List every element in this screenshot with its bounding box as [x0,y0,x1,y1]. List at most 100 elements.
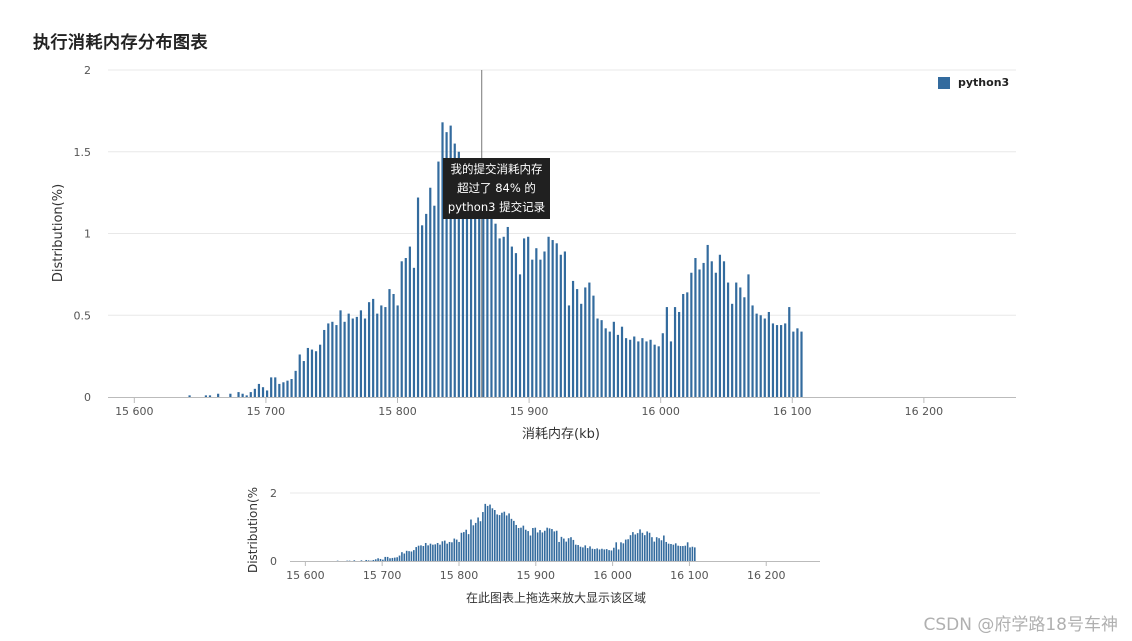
nav-bar [413,550,415,561]
nav-bar [477,517,479,561]
main-bar [682,293,685,397]
main-bar [702,262,705,397]
main-bar [673,307,677,397]
nav-bar [622,543,625,561]
nav-bar [610,550,613,561]
nav-bar [693,547,696,561]
main-bar [204,395,208,397]
nav-bar [427,545,429,561]
main-bar [751,305,754,397]
main-bar [551,240,554,397]
main-bar [784,323,787,397]
nav-bar [391,557,394,561]
main-bar [661,333,664,397]
nav-bar [453,538,456,561]
nav-bar [482,512,484,561]
nav-bar [598,549,601,561]
main-bar [763,318,766,397]
main-bar [780,325,783,397]
main-x-tick-label: 16 000 [641,405,680,418]
nav-bar [572,539,575,561]
nav-bar [346,560,348,562]
nav-bar [615,542,618,561]
main-bar [624,338,628,397]
nav-bar [455,539,458,561]
main-bar [767,311,770,397]
main-bar [314,351,318,397]
nav-bar [651,537,653,561]
main-bar [506,226,509,397]
nav-bar [689,547,691,561]
nav-bar [386,556,389,561]
watermark: CSDN @府学路18号车神 [923,615,1118,635]
legend[interactable]: python3 [938,76,1009,89]
main-bar [217,393,220,397]
main-bar [657,346,660,397]
main-x-axis [108,397,1016,403]
nav-bar [515,524,518,561]
main-y-tick-label: 1.5 [74,146,92,159]
nav-bar [608,550,610,561]
main-bar [698,269,701,397]
navigator-bars[interactable] [336,503,696,562]
main-bar [408,246,411,397]
nav-bar [360,560,363,561]
main-bar [800,331,803,397]
nav-bar [674,543,677,561]
main-bar [270,377,273,397]
nav-bar [441,541,444,561]
main-bar [510,246,513,397]
nav-bar [508,513,510,561]
nav-bar [636,533,639,561]
main-bar [612,321,615,397]
nav-bar [613,547,615,561]
nav-bar [496,514,498,561]
nav-bar [377,558,379,561]
main-bar [796,328,799,397]
main-bar [392,293,395,397]
tooltip-line-2: 超过了 84% 的 [457,181,536,195]
page-title: 执行消耗内存分布图表 [33,33,208,53]
main-bar [437,161,440,397]
nav-bar [501,512,503,561]
main-bar [306,347,309,397]
main-bar [380,305,383,397]
main-bar [249,392,252,397]
main-bar [274,377,277,397]
main-bar [706,244,709,397]
main-bar [404,258,407,397]
nav-bar [532,528,534,561]
main-bar [241,393,244,397]
nav-bar [443,540,446,561]
nav-bar [401,552,403,561]
nav-x-tick-label: 16 100 [670,569,709,582]
tooltip-line-3: python3 提交记录 [447,200,546,214]
nav-bar [436,542,439,561]
legend-label: python3 [958,76,1010,89]
nav-bar [634,534,637,561]
nav-bar [658,538,660,561]
nav-bar [582,547,584,561]
main-bar [449,125,452,397]
main-bar [714,272,717,397]
main-bar [531,259,534,397]
main-bars[interactable] [188,122,803,397]
main-bar [343,321,346,397]
main-bar [580,303,583,397]
main-bar [739,287,742,397]
nav-bar [353,560,356,561]
nav-bar [491,508,494,561]
nav-bar [417,545,420,561]
nav-bar [370,560,372,562]
nav-bar [679,546,682,561]
main-bar [792,331,795,397]
main-bar [588,282,591,397]
main-x-tick-label: 15 800 [378,405,417,418]
nav-bar [584,545,587,561]
nav-y-tick-label: 2 [270,487,277,500]
main-bar [376,313,379,397]
nav-bar [513,520,515,561]
nav-bar [472,525,475,561]
